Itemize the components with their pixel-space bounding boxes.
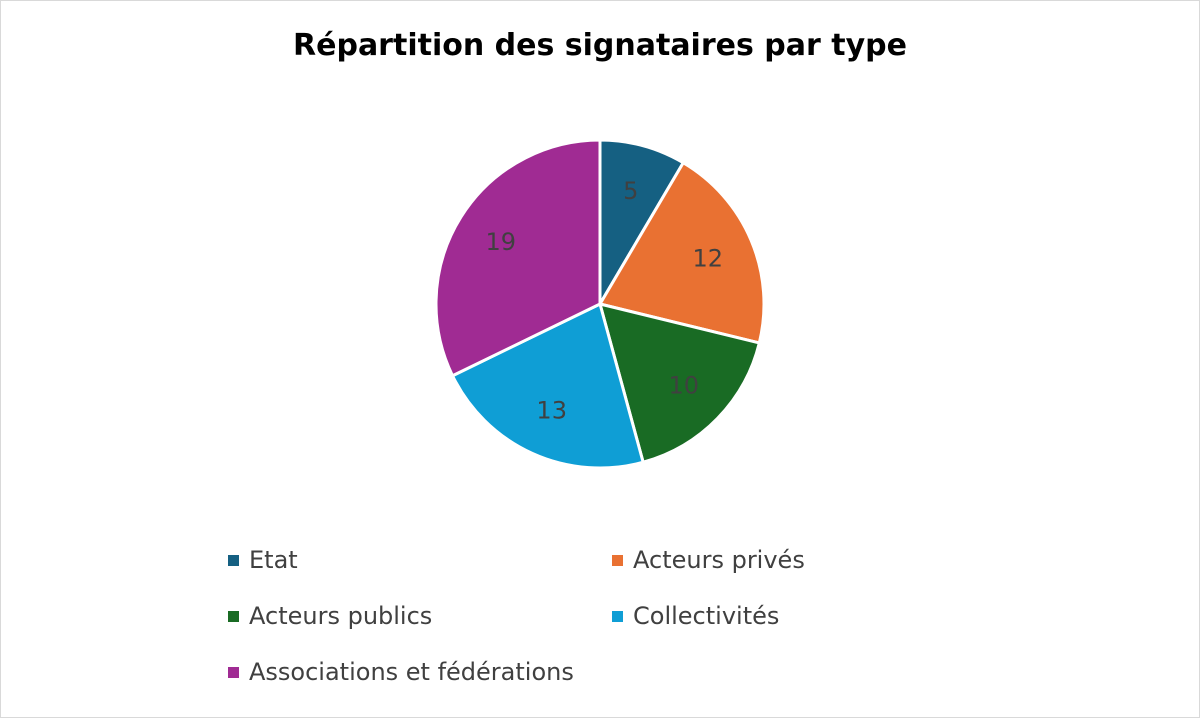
pie-slice-collectivites — [451, 302, 645, 470]
data-label-etat: 5 — [623, 177, 638, 205]
data-label-associations-et-federations: 19 — [486, 228, 517, 256]
pie-slice-acteurs-publics — [598, 302, 761, 464]
pie-slice-associations-et-federations — [434, 138, 602, 378]
pie-slice-etat — [598, 138, 685, 306]
data-label-acteurs-prives: 12 — [693, 245, 724, 273]
data-label-acteurs-publics: 10 — [669, 372, 700, 400]
chart-title: Répartition des signataires par type — [293, 28, 907, 63]
data-label-collectivites: 13 — [536, 397, 567, 425]
pie-slice-acteurs-prives — [598, 161, 766, 345]
